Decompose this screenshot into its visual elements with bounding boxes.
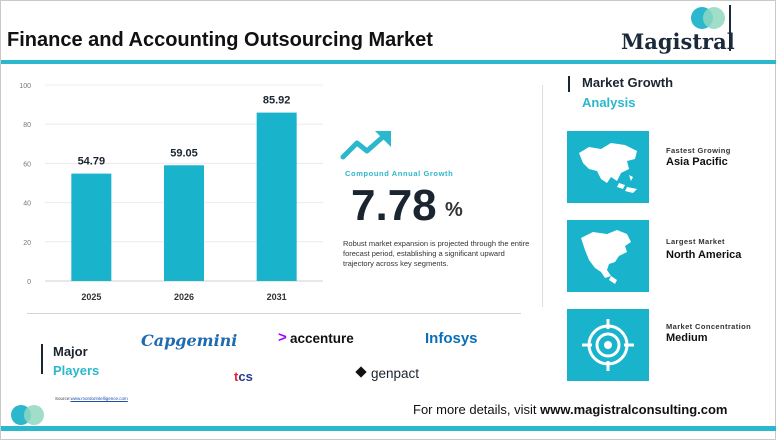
x-tick-label: 2026 xyxy=(174,292,194,302)
logo-circles-icon xyxy=(691,7,731,29)
x-tick-label: 2025 xyxy=(81,292,101,302)
source-note: Source:www.mordorintelligence.com xyxy=(55,396,128,401)
card-label-largest: Largest Market xyxy=(666,237,725,246)
brand-infosys: Infosys xyxy=(425,330,478,347)
cagr-description: Robust market expansion is projected thr… xyxy=(343,239,530,268)
asia-map-icon xyxy=(579,143,637,193)
cagr-value: 7.78 xyxy=(351,181,437,230)
brand-accenture: accenture xyxy=(290,331,354,346)
card-value-largest: North America xyxy=(666,249,742,261)
data-label: 59.05 xyxy=(170,147,198,159)
footer-circles-icon xyxy=(11,405,51,427)
y-tick-label: 80 xyxy=(23,122,31,129)
bottom-rule xyxy=(1,426,776,431)
footer-link[interactable]: www.magistralconsulting.com xyxy=(540,402,728,417)
bar xyxy=(164,165,204,281)
north-america-map-icon xyxy=(581,230,631,284)
card-value-concentration: Medium xyxy=(666,332,708,344)
players-title-line2: Players xyxy=(53,363,100,378)
footer-note: For more details, visit www.magistralcon… xyxy=(413,402,727,417)
bar xyxy=(256,112,297,281)
players-title-line1: Major xyxy=(53,344,88,359)
card-value-fastest: Asia Pacific xyxy=(666,156,728,168)
north-america-map-tile xyxy=(567,220,649,292)
genpact-diamond-icon xyxy=(355,366,367,378)
bar-chart: 0 20 40 60 80 100 54.79 59.05 85.92 2025 2026 203… xyxy=(19,83,323,302)
x-axis-ticks: 2025 2026 2031 xyxy=(81,292,286,302)
accenture-chevron-icon: > xyxy=(278,329,287,346)
cagr-unit: % xyxy=(445,199,463,221)
y-tick-label: 20 xyxy=(23,240,31,247)
brand-capgemini: Capgemini xyxy=(141,331,238,350)
card-label-concentration: Market Concentration xyxy=(666,322,752,331)
card-label-fastest: Fastest Growing xyxy=(666,146,731,155)
x-tick-label: 2031 xyxy=(267,292,287,302)
source-link[interactable]: www.mordorintelligence.com xyxy=(70,396,128,401)
y-tick-label: 100 xyxy=(19,83,31,90)
chart-data-labels: 54.79 59.05 85.92 xyxy=(78,95,291,168)
y-tick-label: 60 xyxy=(23,161,31,168)
source-prefix: Source: xyxy=(55,396,71,401)
target-icon xyxy=(582,319,634,371)
section-divider-horizontal xyxy=(27,313,521,314)
cagr-label: Compound Annual Growth xyxy=(345,169,454,178)
target-tile xyxy=(567,309,649,381)
growth-title-line1: Market Growth xyxy=(582,75,674,90)
title-underline xyxy=(1,60,776,64)
chart-bars xyxy=(71,112,297,281)
y-axis-ticks: 0 20 40 60 80 100 xyxy=(19,83,31,286)
page-title: Finance and Accounting Outsourcing Marke… xyxy=(7,29,433,51)
growth-title-accent xyxy=(568,76,570,92)
bar xyxy=(71,173,112,281)
section-divider-vertical xyxy=(542,85,543,307)
brand-tcs: tcs xyxy=(234,369,253,384)
y-tick-label: 0 xyxy=(27,279,31,286)
footer-text: For more details, visit xyxy=(413,402,541,417)
growth-title-line2: Analysis xyxy=(582,95,636,110)
brand-genpact: genpact xyxy=(371,366,420,381)
data-label: 85.92 xyxy=(263,95,291,107)
logo-divider xyxy=(729,5,731,51)
players-title-accent xyxy=(41,344,43,374)
asia-map-tile xyxy=(567,131,649,203)
brand-logo: Magistral xyxy=(621,29,735,54)
y-tick-label: 40 xyxy=(23,201,31,208)
data-label: 54.79 xyxy=(78,156,106,168)
trend-up-arrow-icon xyxy=(340,131,391,160)
